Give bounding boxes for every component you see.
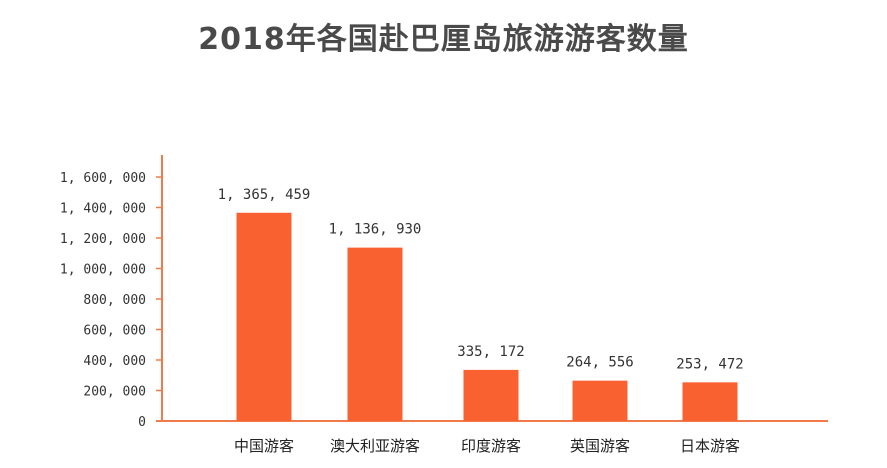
bar bbox=[682, 382, 738, 421]
y-tick-label: 400, 000 bbox=[83, 354, 146, 369]
y-tick-label: 1, 400, 000 bbox=[60, 202, 146, 217]
bar bbox=[463, 369, 519, 421]
bars bbox=[236, 212, 738, 421]
chart-title: 2018年各国赴巴厘岛旅游游客数量 bbox=[198, 22, 689, 57]
x-category-label: 日本游客 bbox=[680, 437, 740, 455]
y-tick-label: 1, 600, 000 bbox=[60, 171, 146, 186]
x-category-label: 英国游客 bbox=[570, 437, 630, 455]
x-category-label: 印度游客 bbox=[461, 437, 521, 455]
bar bbox=[236, 212, 292, 421]
data-labels: 1, 365, 459 1, 136, 930 335, 172 264, 556 25… bbox=[218, 187, 744, 373]
bar-value-label: 1, 136, 930 bbox=[329, 222, 422, 238]
bar-value-label: 1, 365, 459 bbox=[218, 187, 311, 203]
y-axis-ticks: 0 200, 000 400, 000 600, 000 800, 000 1, 000,… bbox=[60, 171, 162, 430]
x-category-label: 中国游客 bbox=[234, 437, 294, 455]
bar-value-label: 253, 472 bbox=[676, 356, 743, 372]
x-axis-labels: 中国游客 澳大利亚游客 印度游客 英国游客 日本游客 bbox=[234, 437, 740, 455]
bar-value-label: 264, 556 bbox=[566, 355, 633, 371]
bar bbox=[572, 380, 628, 421]
bar bbox=[347, 247, 403, 421]
x-category-label: 澳大利亚游客 bbox=[330, 437, 420, 455]
y-tick-label: 600, 000 bbox=[83, 324, 146, 339]
bar-value-label: 335, 172 bbox=[457, 344, 524, 360]
y-tick-label: 1, 000, 000 bbox=[60, 263, 146, 278]
y-tick-label: 200, 000 bbox=[83, 385, 146, 400]
y-tick-label: 1, 200, 000 bbox=[60, 232, 146, 247]
y-tick-label: 0 bbox=[138, 415, 146, 430]
y-tick-label: 800, 000 bbox=[83, 293, 146, 308]
